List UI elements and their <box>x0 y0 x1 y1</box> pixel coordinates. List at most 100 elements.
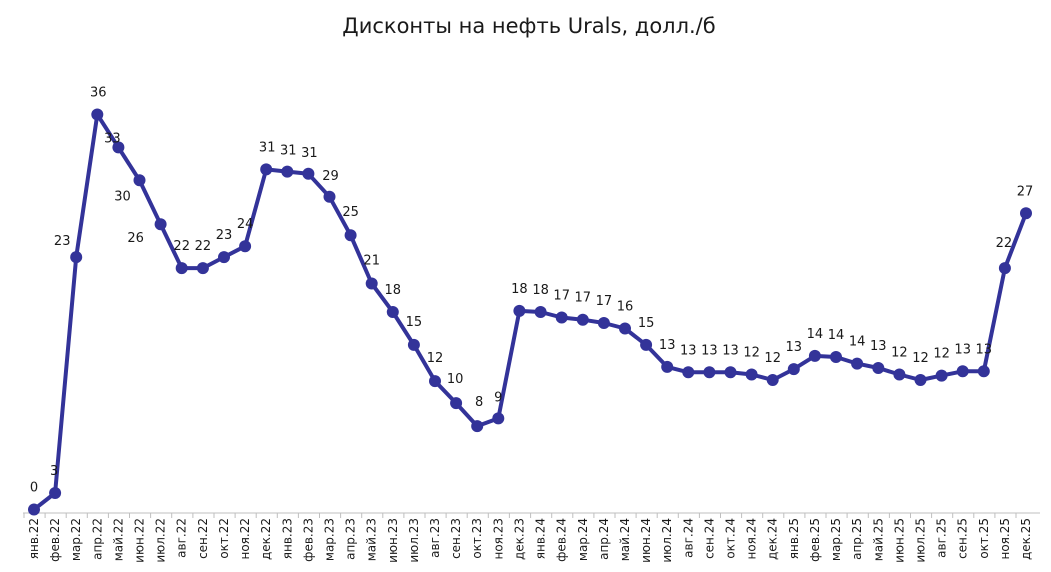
data-point <box>239 240 252 253</box>
data-point <box>830 351 842 363</box>
data-point <box>872 362 885 374</box>
data-label: 12 <box>427 351 444 366</box>
data-point <box>682 366 695 379</box>
data-label: 21 <box>363 254 380 269</box>
x-tick-label: ноя.25 <box>998 518 1012 560</box>
data-point <box>70 251 83 264</box>
data-label: 17 <box>596 294 613 309</box>
data-point <box>893 368 906 381</box>
data-point <box>175 262 188 275</box>
data-label: 13 <box>870 339 887 354</box>
data-label: 12 <box>743 346 760 361</box>
x-tick-label: апр.25 <box>850 518 864 560</box>
data-label: 13 <box>659 338 676 353</box>
data-point <box>450 397 463 410</box>
x-tick-label: мар.24 <box>576 518 590 561</box>
data-label: 9 <box>494 390 502 405</box>
data-point <box>745 368 758 381</box>
data-label: 13 <box>954 342 971 357</box>
data-point <box>956 365 969 378</box>
data-point <box>914 374 927 386</box>
data-point <box>365 277 378 290</box>
data-point <box>766 374 779 386</box>
data-point <box>935 369 948 382</box>
data-point <box>302 167 315 180</box>
data-label: 15 <box>638 316 655 331</box>
data-label: 18 <box>532 283 549 298</box>
data-label: 29 <box>322 169 339 184</box>
x-tick-label: июл.23 <box>407 518 421 563</box>
x-tick-label: апр.23 <box>344 518 358 560</box>
data-point <box>998 262 1011 275</box>
data-label: 17 <box>575 291 592 306</box>
data-point <box>154 218 167 231</box>
data-point <box>323 190 336 203</box>
data-label: 8 <box>475 395 483 410</box>
data-label: 31 <box>301 146 318 161</box>
data-label: 31 <box>280 144 297 159</box>
data-point <box>576 313 589 326</box>
data-point <box>661 360 674 373</box>
data-label: 36 <box>90 86 107 101</box>
x-tick-label: сен.23 <box>449 518 463 559</box>
data-label: 22 <box>195 239 212 254</box>
data-label: 23 <box>54 234 71 249</box>
x-axis-ticks <box>23 513 1017 518</box>
x-tick-label: апр.24 <box>597 518 611 560</box>
x-tick-label: янв.24 <box>534 518 548 559</box>
data-point <box>640 338 653 351</box>
x-tick-label: июл.22 <box>154 518 168 563</box>
data-label: 0 <box>30 481 38 496</box>
x-tick-label: дек.23 <box>512 518 526 560</box>
data-label: 13 <box>786 340 803 355</box>
data-point <box>555 311 568 324</box>
x-tick-label: июн.23 <box>386 518 400 563</box>
x-tick-label: окт.23 <box>470 518 484 559</box>
x-tick-label: авг.24 <box>681 518 695 558</box>
series-line <box>32 112 1028 512</box>
data-points <box>28 108 1032 516</box>
x-tick-label: сен.25 <box>956 518 970 559</box>
x-tick-label: май.25 <box>871 518 885 561</box>
data-label: 12 <box>891 346 908 361</box>
data-label: 14 <box>849 335 866 350</box>
data-label: 18 <box>385 283 402 298</box>
data-label: 15 <box>406 315 423 330</box>
data-point <box>91 108 104 121</box>
x-tick-label: ноя.22 <box>238 518 252 560</box>
x-tick-label: июл.24 <box>660 518 674 563</box>
chart-title: Дисконты на нефть Urals, долл./б <box>342 14 716 38</box>
data-label: 25 <box>342 205 359 220</box>
x-tick-label: авг.22 <box>175 518 189 558</box>
x-tick-label: май.23 <box>365 518 379 561</box>
data-label: 14 <box>807 327 824 342</box>
x-tick-label: фев.24 <box>555 518 569 562</box>
x-tick-label: янв.23 <box>280 518 294 559</box>
data-label: 24 <box>237 217 254 232</box>
data-point <box>218 251 230 264</box>
data-label: 33 <box>104 131 121 146</box>
x-tick-label: апр.22 <box>90 518 104 560</box>
x-tick-label: сен.22 <box>196 518 210 559</box>
x-tick-label: дек.25 <box>1019 518 1033 560</box>
x-tick-label: июн.25 <box>892 518 906 563</box>
data-point <box>724 366 737 379</box>
x-tick-label: июл.25 <box>914 518 928 563</box>
data-label: 12 <box>933 347 950 362</box>
x-tick-label: май.22 <box>111 518 125 561</box>
data-label: 13 <box>680 343 697 358</box>
x-tick-label: янв.25 <box>787 518 801 559</box>
data-label: 31 <box>259 140 276 155</box>
x-tick-label: окт.25 <box>977 518 991 559</box>
data-point <box>196 262 209 275</box>
data-label: 17 <box>553 289 570 304</box>
x-axis-tick-labels: янв.22 фев.22 мар.22 апр.22 май.22 июн.22 июл.… <box>27 518 1033 563</box>
series-line-path <box>32 112 1028 512</box>
data-label: 10 <box>447 372 464 387</box>
x-tick-label: ноя.23 <box>491 518 505 560</box>
data-point <box>787 363 800 376</box>
x-tick-label: сен.24 <box>702 518 716 559</box>
x-tick-label: фев.23 <box>301 518 315 562</box>
